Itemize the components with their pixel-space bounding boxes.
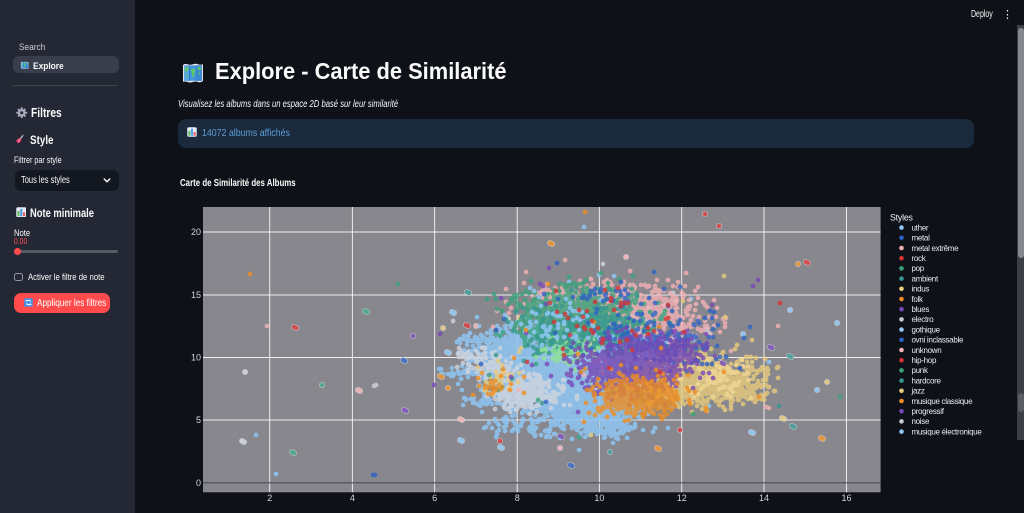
svg-text:jazz: jazz xyxy=(911,387,925,396)
svg-text:metal extrême: metal extrême xyxy=(912,244,960,253)
svg-text:unknown: unknown xyxy=(912,346,942,355)
svg-text:progressif: progressif xyxy=(912,407,945,416)
svg-text:16: 16 xyxy=(841,493,851,503)
svg-text:uther: uther xyxy=(912,223,929,232)
svg-text:ambient: ambient xyxy=(912,274,939,283)
svg-text:10: 10 xyxy=(594,493,604,503)
svg-text:2: 2 xyxy=(267,493,272,503)
svg-text:gothique: gothique xyxy=(912,325,941,334)
svg-text:indus: indus xyxy=(912,285,930,294)
svg-text:rock: rock xyxy=(912,254,927,263)
svg-text:10: 10 xyxy=(191,353,201,363)
svg-text:folk: folk xyxy=(912,295,925,304)
svg-text:8: 8 xyxy=(515,493,520,503)
svg-text:musique électronique: musique électronique xyxy=(912,427,983,436)
svg-text:6: 6 xyxy=(432,493,437,503)
svg-text:noise: noise xyxy=(912,417,930,426)
svg-text:electro: electro xyxy=(912,315,935,324)
svg-text:12: 12 xyxy=(677,493,687,503)
svg-text:ovni inclassable: ovni inclassable xyxy=(912,336,965,345)
svg-text:punk: punk xyxy=(912,366,929,375)
svg-text:blues: blues xyxy=(912,305,930,314)
svg-text:5: 5 xyxy=(196,415,201,425)
svg-text:Styles: Styles xyxy=(890,213,914,223)
svg-text:20: 20 xyxy=(191,227,201,237)
svg-text:metal: metal xyxy=(912,234,931,243)
svg-text:hip-hop: hip-hop xyxy=(912,356,937,365)
svg-text:15: 15 xyxy=(191,290,201,300)
svg-text:14: 14 xyxy=(759,493,769,503)
svg-text:4: 4 xyxy=(350,493,355,503)
svg-text:pop: pop xyxy=(912,264,925,273)
svg-text:musique classique: musique classique xyxy=(912,397,974,406)
svg-text:0: 0 xyxy=(196,478,201,488)
svg-text:hardcore: hardcore xyxy=(912,376,942,385)
